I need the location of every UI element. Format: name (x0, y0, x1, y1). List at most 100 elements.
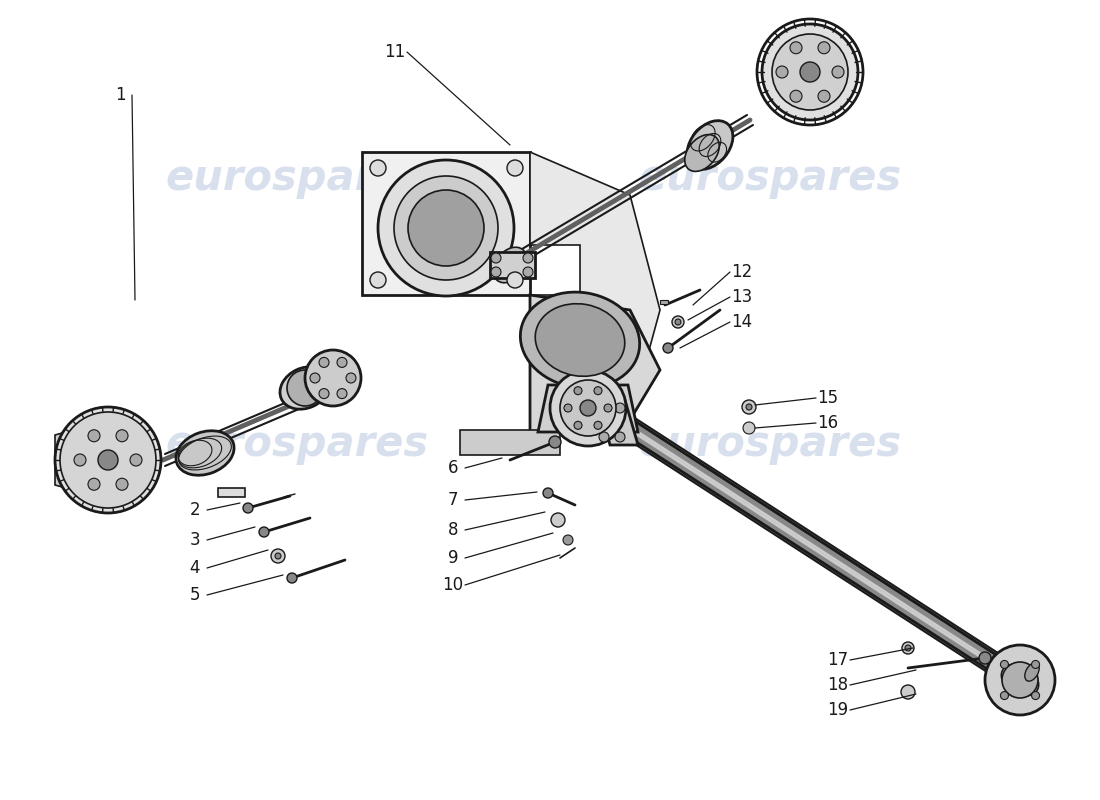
Circle shape (790, 42, 802, 54)
Circle shape (984, 645, 1055, 715)
Polygon shape (55, 428, 80, 492)
Ellipse shape (176, 430, 234, 475)
Text: 8: 8 (448, 521, 459, 539)
Circle shape (1000, 691, 1009, 699)
Circle shape (1032, 661, 1040, 669)
Circle shape (675, 319, 681, 325)
Circle shape (130, 454, 142, 466)
Polygon shape (218, 488, 245, 497)
Circle shape (564, 404, 572, 412)
Circle shape (287, 573, 297, 583)
Text: 15: 15 (817, 389, 838, 407)
Text: 5: 5 (189, 586, 200, 604)
Text: eurospares: eurospares (165, 157, 429, 198)
Circle shape (594, 386, 602, 394)
Circle shape (337, 358, 346, 367)
Text: 6: 6 (448, 459, 459, 477)
Text: eurospares: eurospares (638, 423, 902, 465)
Circle shape (346, 373, 356, 383)
Text: 19: 19 (827, 701, 848, 719)
Circle shape (615, 432, 625, 442)
Text: 2: 2 (189, 501, 200, 519)
Circle shape (600, 432, 609, 442)
Circle shape (663, 343, 673, 353)
Circle shape (772, 34, 848, 110)
Text: 14: 14 (732, 313, 752, 331)
Circle shape (551, 513, 565, 527)
Circle shape (902, 642, 914, 654)
Text: eurospares: eurospares (165, 423, 429, 465)
Circle shape (275, 553, 280, 559)
Text: 17: 17 (827, 651, 848, 669)
Circle shape (337, 389, 346, 398)
Circle shape (901, 685, 915, 699)
Circle shape (310, 373, 320, 383)
Circle shape (790, 90, 802, 102)
Circle shape (818, 42, 830, 54)
Circle shape (507, 272, 522, 288)
Circle shape (1002, 662, 1038, 698)
Ellipse shape (1001, 664, 1038, 696)
Circle shape (243, 503, 253, 513)
Circle shape (60, 412, 156, 508)
Circle shape (672, 316, 684, 328)
Circle shape (742, 400, 756, 414)
Circle shape (287, 370, 323, 406)
Circle shape (116, 430, 128, 442)
Text: 7: 7 (448, 491, 459, 509)
Ellipse shape (536, 304, 625, 376)
Ellipse shape (688, 121, 733, 170)
Ellipse shape (280, 367, 330, 409)
Circle shape (1032, 691, 1040, 699)
Ellipse shape (685, 134, 719, 171)
Polygon shape (530, 295, 660, 440)
Circle shape (522, 267, 534, 277)
Text: 13: 13 (732, 288, 752, 306)
Text: 10: 10 (442, 576, 463, 594)
Circle shape (574, 386, 582, 394)
Circle shape (762, 24, 858, 120)
Circle shape (594, 422, 602, 430)
Text: 3: 3 (189, 531, 200, 549)
Circle shape (319, 358, 329, 367)
Text: 9: 9 (448, 549, 459, 567)
Circle shape (1000, 661, 1009, 669)
Circle shape (574, 422, 582, 430)
Circle shape (98, 450, 118, 470)
Circle shape (543, 488, 553, 498)
Circle shape (271, 549, 285, 563)
Text: 4: 4 (189, 559, 200, 577)
Circle shape (818, 90, 830, 102)
Polygon shape (460, 430, 560, 455)
Circle shape (560, 380, 616, 436)
Circle shape (88, 478, 100, 490)
Circle shape (550, 370, 626, 446)
Circle shape (832, 66, 844, 78)
Circle shape (800, 62, 820, 82)
Circle shape (600, 403, 609, 413)
Circle shape (319, 389, 329, 398)
Circle shape (549, 436, 561, 448)
Circle shape (55, 407, 161, 513)
Circle shape (580, 400, 596, 416)
Circle shape (491, 267, 501, 277)
Circle shape (116, 478, 128, 490)
Circle shape (563, 535, 573, 545)
Circle shape (979, 652, 991, 664)
Circle shape (604, 404, 612, 412)
Text: 11: 11 (384, 43, 406, 61)
Ellipse shape (493, 247, 527, 282)
Circle shape (394, 176, 498, 280)
Circle shape (746, 404, 752, 410)
Bar (660, 300, 668, 304)
Polygon shape (538, 385, 638, 432)
Circle shape (305, 350, 361, 406)
Circle shape (258, 527, 270, 537)
Text: 1: 1 (114, 86, 125, 104)
Circle shape (522, 253, 534, 263)
Polygon shape (362, 152, 530, 295)
Circle shape (776, 66, 788, 78)
Circle shape (370, 160, 386, 176)
Circle shape (491, 253, 501, 263)
Circle shape (905, 645, 911, 651)
